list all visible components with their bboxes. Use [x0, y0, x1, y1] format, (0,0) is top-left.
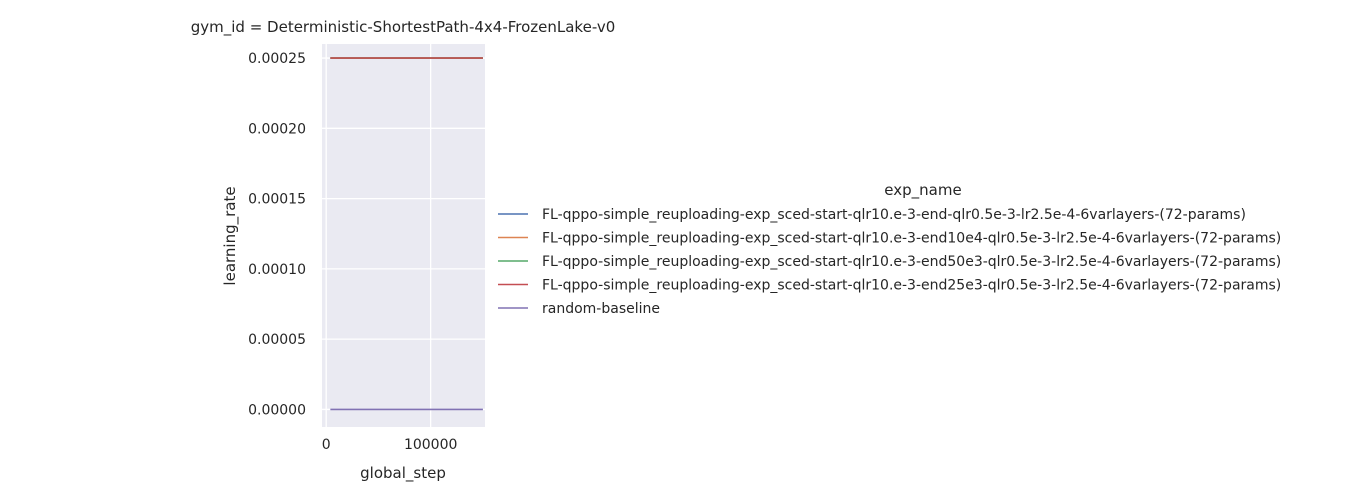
legend: exp_name FL-qppo-simple_reuploading-exp_… — [498, 181, 1281, 317]
y-tick-label: 0.00020 — [248, 121, 306, 137]
y-tick-labels: 0.00000 0.00005 0.00010 0.00015 0.00020 0.000… — [248, 51, 306, 418]
legend-entry: FL-qppo-simple_reuploading-exp_sced-star… — [542, 254, 1281, 270]
x-axis-label: global_step — [360, 464, 446, 483]
legend-entry: FL-qppo-simple_reuploading-exp_sced-star… — [542, 278, 1281, 294]
legend-title: exp_name — [884, 181, 961, 200]
chart-title: gym_id = Deterministic-ShortestPath-4x4-… — [191, 18, 616, 37]
y-tick-label: 0.00005 — [248, 332, 306, 348]
y-tick-label: 0.00015 — [248, 192, 306, 208]
y-axis-label: learning_rate — [221, 186, 240, 285]
y-tick-label: 0.00010 — [248, 262, 306, 278]
x-tick-labels: 0 100000 — [322, 437, 458, 453]
series-lines — [330, 57, 483, 411]
plot-area — [322, 44, 485, 427]
legend-entry: FL-qppo-simple_reuploading-exp_sced-star… — [542, 231, 1281, 247]
legend-entry: FL-qppo-simple_reuploading-exp_sced-star… — [542, 207, 1246, 223]
x-tick-label: 0 — [322, 437, 331, 453]
x-tick-label: 100000 — [404, 437, 457, 453]
legend-entry: random-baseline — [542, 301, 660, 317]
y-tick-label: 0.00000 — [248, 402, 306, 418]
y-tick-label: 0.00025 — [248, 51, 306, 67]
